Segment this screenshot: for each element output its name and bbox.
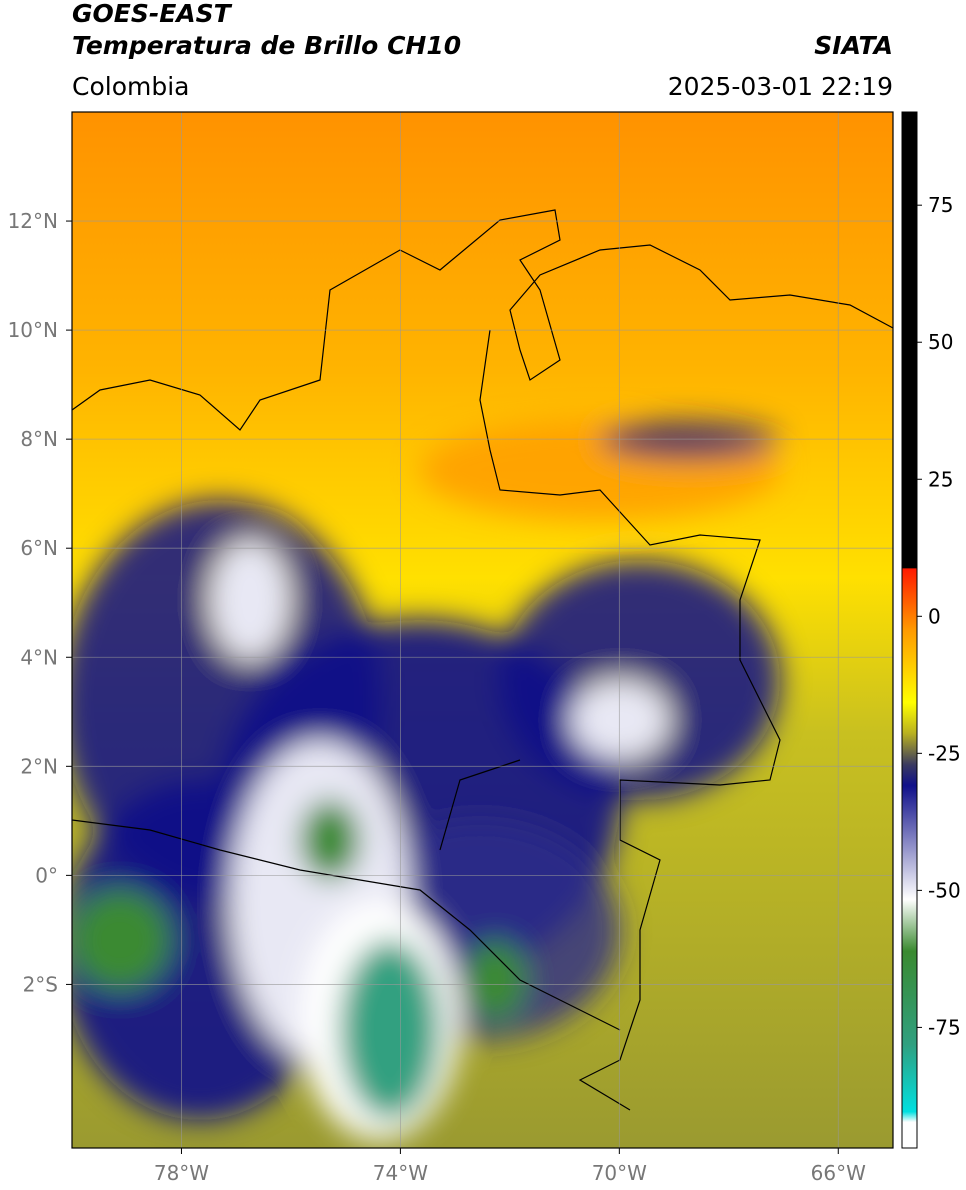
colorbar-tick-label: 50 — [928, 330, 953, 354]
product: Temperatura de Brillo CH10 — [72, 31, 461, 60]
lat-tick-label: 2°S — [23, 972, 58, 996]
lat-tick-label: 6°N — [20, 536, 58, 560]
lat-tick-label: 8°N — [20, 427, 58, 451]
coastline — [72, 209, 893, 431]
lat-tick-label: 0° — [35, 863, 58, 887]
colorbar-tick-label: -25 — [928, 741, 961, 765]
colorbar — [901, 111, 918, 1149]
satellite-image — [72, 112, 893, 1148]
lon-tick-label: 66°W — [811, 1161, 866, 1185]
colorbar-tick-label: 0 — [928, 604, 941, 628]
lat-tick-label: 2°N — [20, 754, 58, 778]
source: SIATA — [814, 31, 893, 60]
map-frame — [71, 111, 894, 1149]
lat-tick-label: 12°N — [8, 209, 58, 233]
lon-tick-label: 70°W — [592, 1161, 647, 1185]
timestamp: 2025-03-01 22:19 — [668, 72, 893, 101]
lat-tick-label: 10°N — [8, 318, 58, 342]
colorbar-tick-label: -75 — [928, 1015, 961, 1039]
lon-tick-label: 74°W — [373, 1161, 428, 1185]
lat-tick-label: 4°N — [20, 645, 58, 669]
region: Colombia — [72, 72, 189, 101]
colorbar-tick-label: 25 — [928, 467, 953, 491]
satellite: GOES-EAST — [72, 0, 233, 28]
colorbar-tick-label: -50 — [928, 878, 961, 902]
colorbar-tick-label: 75 — [928, 193, 953, 217]
grid — [72, 112, 893, 1148]
lon-tick-label: 78°W — [154, 1161, 209, 1185]
